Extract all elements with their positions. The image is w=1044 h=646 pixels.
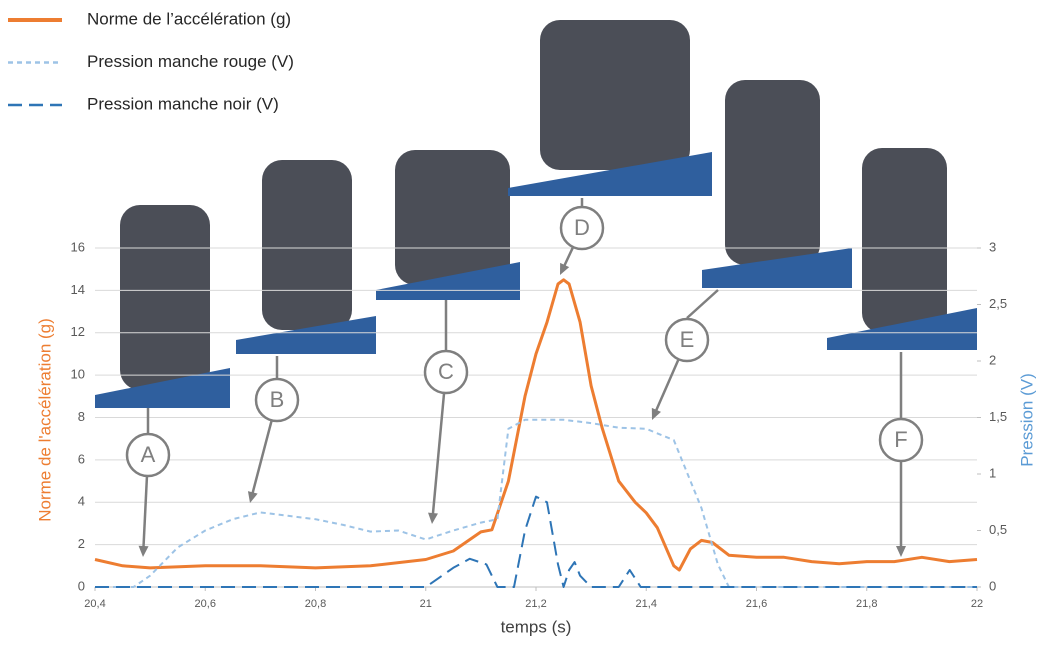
y-tick-label: 12: [71, 324, 85, 339]
annotation-connector: [686, 289, 719, 319]
annotation-circle: [125, 432, 171, 478]
x-tick-label: 20,6: [195, 598, 216, 610]
arrow-head: [247, 491, 258, 503]
annotation-arrow: [431, 393, 446, 516]
y2-tick-label: 0: [989, 578, 996, 593]
y2-tick-label: 0,5: [989, 522, 1007, 537]
table-photo: [236, 316, 376, 354]
legend-label: Pression manche rouge (V): [87, 52, 294, 71]
table-photo: [702, 248, 852, 288]
y-tick-label: 0: [78, 578, 85, 593]
player-photo: [540, 20, 690, 170]
annotation-label: F: [894, 427, 907, 452]
x-tick-label: 21,6: [746, 598, 767, 610]
table-photo: [827, 308, 977, 350]
y-tick-label: 14: [71, 282, 85, 297]
y-tick-label: 6: [78, 451, 85, 466]
y2-tick-label: 3: [989, 239, 996, 254]
arrow-head: [651, 407, 661, 420]
y-tick-label: 2: [78, 536, 85, 551]
annotation-label: E: [680, 327, 695, 352]
x-tick-label: 21: [420, 598, 432, 610]
arrow-head: [138, 545, 149, 557]
y-axis-title: Norme de l'accélération (g): [35, 318, 54, 522]
annotation-arrow: [142, 476, 149, 549]
table-photo: [508, 152, 712, 196]
annotation-circle: [878, 417, 924, 463]
y2-axis-title: Pression (V): [1017, 373, 1036, 467]
x-tick-label: 20,4: [84, 598, 105, 610]
x-tick-label: 22: [971, 598, 983, 610]
legend-label: Pression manche noir (V): [87, 94, 279, 113]
x-tick-label: 20,8: [305, 598, 326, 610]
arrow-head: [428, 512, 438, 524]
annotation-label: A: [141, 442, 156, 467]
player-photo: [395, 150, 510, 285]
series-line: [94, 278, 978, 572]
x-tick-label: 21,4: [636, 598, 657, 610]
player-photo: [262, 160, 352, 330]
y2-tick-label: 1: [989, 465, 996, 480]
y-tick-label: 4: [78, 494, 85, 509]
annotation-label: C: [438, 359, 454, 384]
x-tick-label: 21,8: [856, 598, 877, 610]
y-tick-label: 8: [78, 409, 85, 424]
annotation-label: B: [270, 387, 285, 412]
legend-label: Norme de l’accélération (g): [87, 9, 291, 28]
annotation-circle: [423, 349, 469, 395]
y2-tick-label: 2: [989, 352, 996, 367]
annotation-circle: [664, 317, 710, 363]
photo-placeholders: [95, 20, 977, 408]
arrow-head: [896, 546, 906, 557]
x-axis-title: temps (s): [501, 617, 572, 636]
x-tick-label: 21,2: [525, 598, 546, 610]
annotation-arrow: [251, 420, 273, 495]
annotation-label: D: [574, 215, 590, 240]
y2-tick-label: 2,5: [989, 296, 1007, 311]
player-photo: [725, 80, 820, 265]
annotation-arrow: [562, 247, 574, 268]
annotation-circle: [559, 205, 605, 251]
y-tick-label: 16: [71, 239, 85, 254]
plot-area: [94, 247, 981, 591]
table-photo: [95, 368, 230, 408]
player-photo: [862, 148, 947, 333]
y2-tick-label: 1,5: [989, 409, 1007, 424]
series-line: [95, 495, 977, 588]
annotation-arrow: [654, 359, 680, 413]
annotation-circle: [254, 377, 300, 423]
arrow-head: [560, 262, 570, 275]
y-tick-label: 10: [71, 367, 85, 382]
player-photo: [120, 205, 210, 390]
